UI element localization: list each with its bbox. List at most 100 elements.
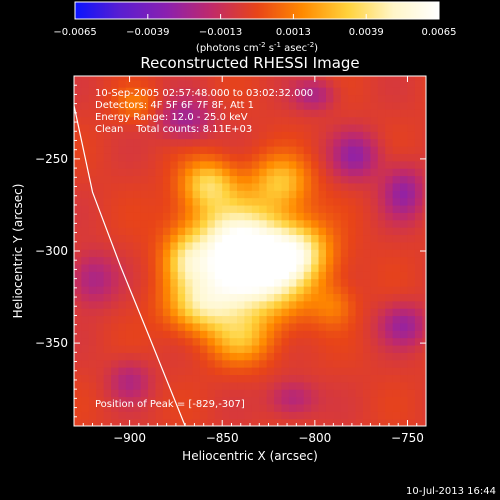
heatmap-cell [185,168,194,177]
heatmap-cell [125,263,134,272]
heatmap-cell [414,403,423,412]
heatmap-cell [407,286,416,294]
heatmap-cell [207,344,216,353]
heatmap-cell [222,204,231,213]
heatmap-cell [125,278,134,287]
heatmap-cell [214,367,223,376]
heatmap-cell [155,241,164,250]
heatmap-cell [251,146,260,154]
heatmap-cell [311,286,320,294]
heatmap-cell [125,315,134,324]
heatmap-cell [155,278,164,287]
heatmap-cell [414,278,423,287]
heatmap-cell [311,101,320,110]
heatmap-cell [325,308,334,317]
heatmap-cell [207,249,216,258]
heatmap-cell [385,359,394,368]
heatmap-cell [155,344,164,353]
heatmap-cell [162,204,171,213]
heatmap-cell [125,330,134,339]
heatmap-cell [303,300,312,309]
heatmap-cell [392,87,401,96]
heatmap-cell [400,418,409,426]
heatmap-cell [81,116,90,125]
heatmap-cell [385,101,394,110]
heatmap-cell [81,315,90,324]
heatmap-cell [207,352,216,361]
heatmap-cell [259,160,268,169]
heatmap-cell [118,256,127,265]
heatmap-cell [214,123,223,132]
heatmap-cell [251,374,260,383]
heatmap-cell [370,123,379,132]
heatmap-cell [237,204,246,213]
heatmap-cell [422,337,426,346]
heatmap-cell [414,256,423,265]
heatmap-cell [318,123,327,132]
heatmap-cell [414,234,423,243]
heatmap-cell [229,94,238,103]
heatmap-cell [111,337,120,346]
heatmap-cell [385,374,394,383]
heatmap-cell [237,330,246,339]
heatmap-cell [133,403,142,412]
heatmap-cell [244,374,253,383]
heatmap-cell [155,293,164,302]
heatmap-cell [288,182,297,191]
heatmap-cell [133,138,142,147]
heatmap-cell [155,300,164,309]
heatmap-cell [259,286,268,294]
heatmap-cell [385,315,394,324]
heatmap-cell [155,418,164,426]
heatmap-cell [81,411,90,420]
heatmap-cell [199,249,208,258]
heatmap-cell [155,352,164,361]
heatmap-cell [355,212,364,221]
heatmap-cell [288,337,297,346]
heatmap-cell [237,359,246,368]
heatmap-cell [81,212,90,221]
heatmap-cell [370,330,379,339]
heatmap-cell [400,337,409,346]
heatmap-cell [333,381,342,390]
heatmap-cell [140,344,149,353]
heatmap-cell [192,271,201,280]
heatmap-cell [385,182,394,191]
heatmap-cell [177,76,186,81]
heatmap-cell [214,286,223,294]
heatmap-cell [133,197,142,206]
heatmap-cell [170,138,179,147]
heatmap-cell [288,403,297,412]
heatmap-cell [81,389,90,398]
heatmap-cell [311,367,320,376]
heatmap-cell [318,271,327,280]
heatmap-cell [229,131,238,140]
heatmap-cell [148,241,157,250]
heatmap-cell [266,190,275,199]
heatmap-cell [155,160,164,169]
heatmap-cell [266,241,275,250]
heatmap-cell [288,175,297,184]
heatmap-cell [311,153,320,162]
heatmap-cell [318,109,327,118]
heatmap-cell [318,175,327,184]
heatmap-cell [237,219,246,228]
heatmap-cell [281,322,290,331]
heatmap-cell [125,79,134,88]
heatmap-cell [170,374,179,383]
heatmap-cell [392,138,401,147]
heatmap-cell [333,308,342,317]
heatmap-cell [274,168,283,177]
heatmap-cell [385,403,394,412]
heatmap-cell [133,101,142,110]
heatmap-cell [125,116,134,125]
heatmap-cell [111,322,120,331]
heatmap-cell [155,94,164,103]
heatmap-cell [288,300,297,309]
heatmap-cell [414,168,423,177]
heatmap-cell [251,212,260,221]
heatmap-cell [385,131,394,140]
colorbar-unit-label: (photons cm-2 s-1 asec-2) [196,41,318,54]
heatmap-cell [207,160,216,169]
heatmap-cell [355,381,364,390]
